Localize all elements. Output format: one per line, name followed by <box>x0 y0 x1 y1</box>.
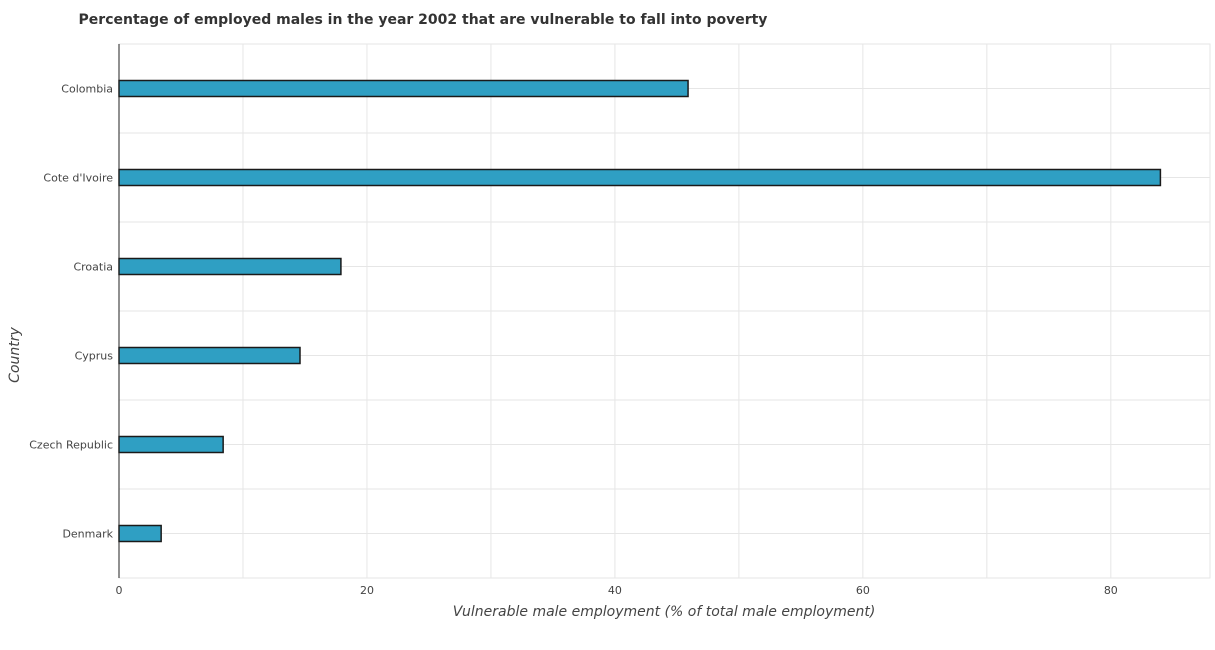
bar-croatia <box>118 257 342 276</box>
bar-cote-d-ivoire <box>118 168 1162 187</box>
y-tick-labels: Colombia Cote d'Ivoire Croatia Cyprus Czech … <box>29 83 113 541</box>
y-tick-label: Colombia <box>61 83 113 96</box>
bar-colombia <box>118 79 689 98</box>
x-axis-label: Vulnerable male employment (% of total m… <box>453 604 876 620</box>
y-tick-label: Croatia <box>73 261 113 274</box>
y-tick-label: Denmark <box>62 528 113 541</box>
x-tick-label: 20 <box>360 584 374 597</box>
x-tick-label: 60 <box>856 584 870 597</box>
y-tick-label: Cote d'Ivoire <box>43 172 113 185</box>
y-axis-label: Country <box>7 326 23 382</box>
x-tick-label: 40 <box>608 584 622 597</box>
x-tick-label: 80 <box>1104 584 1118 597</box>
y-tick-label: Cyprus <box>75 350 114 363</box>
y-tick-label: Czech Republic <box>29 439 113 452</box>
bar-denmark <box>118 524 162 543</box>
bar-cyprus <box>118 346 301 365</box>
x-tick-label: 0 <box>116 584 123 597</box>
x-tick-labels: 0 20 40 60 80 <box>116 584 1118 597</box>
chart-title: Percentage of employed males in the year… <box>79 12 768 28</box>
bar-czech-republic <box>118 435 224 454</box>
grid-lines <box>118 43 1211 579</box>
bars <box>118 44 1162 578</box>
